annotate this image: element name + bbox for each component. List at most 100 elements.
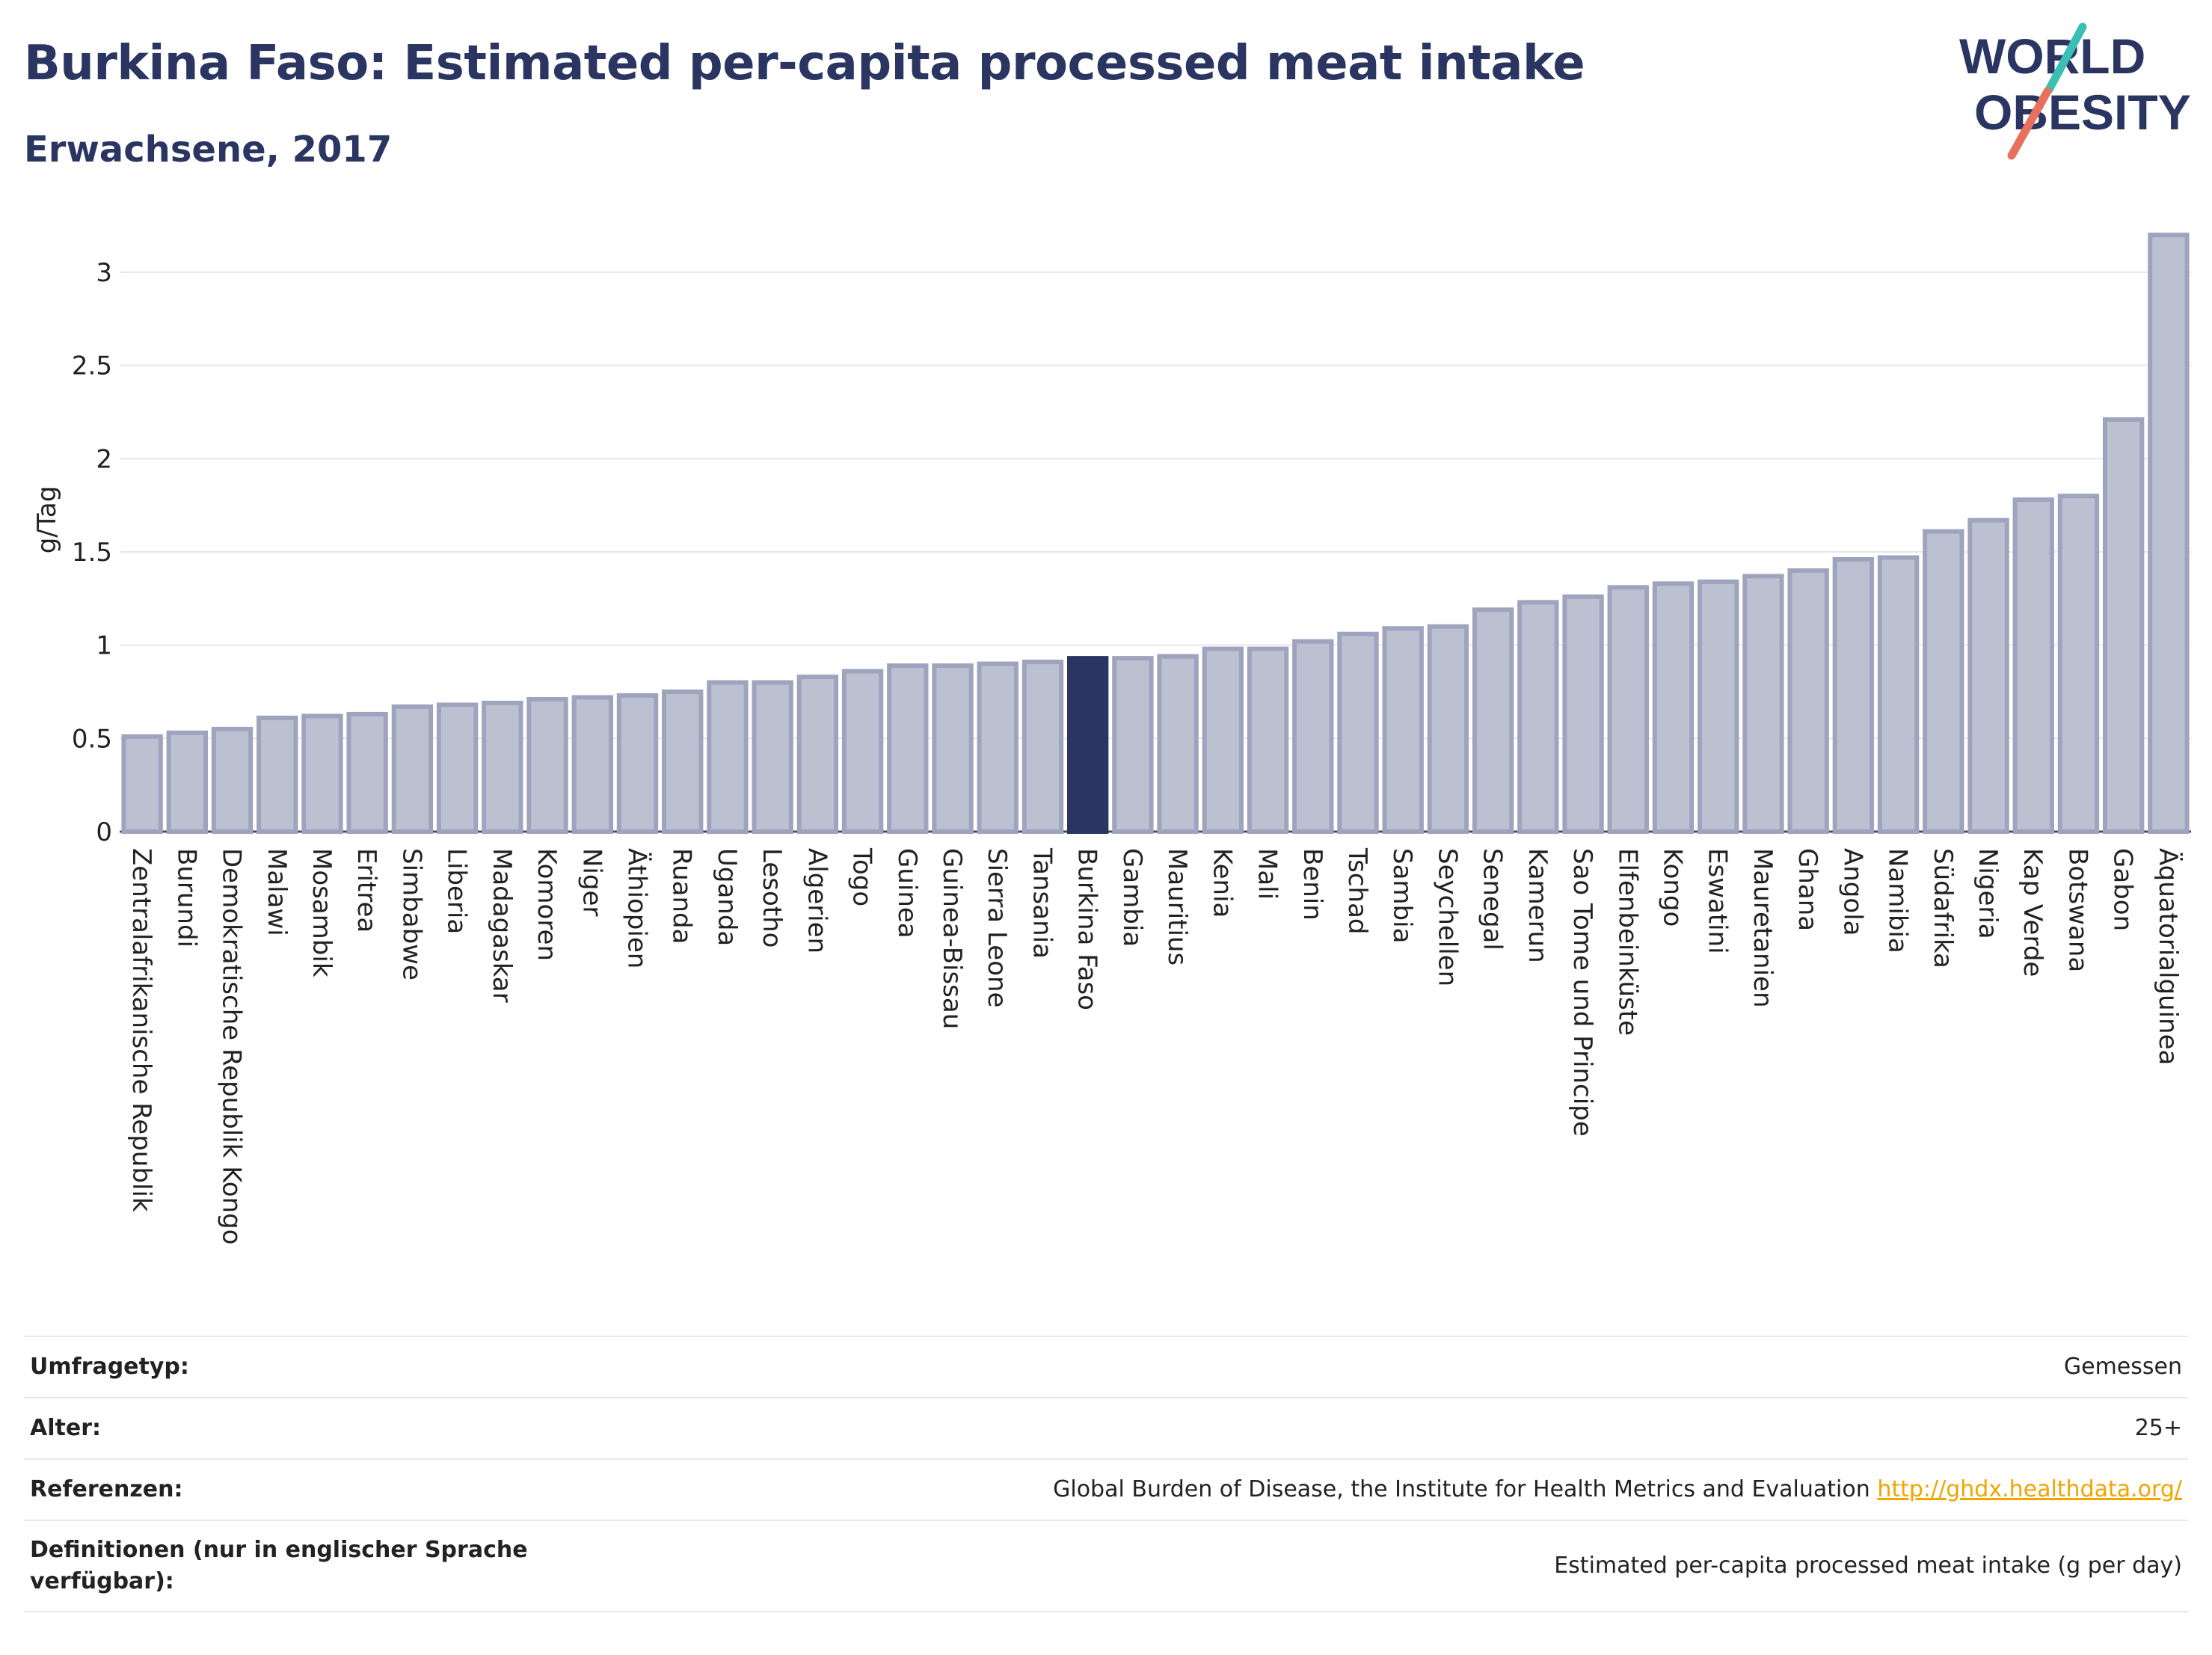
bar <box>1247 646 1289 834</box>
x-tick-label: Malawi <box>262 848 292 936</box>
x-tick-label: Zentralafrikanische Republik <box>126 848 156 1212</box>
logo-text-world: WORLD <box>1959 28 2145 84</box>
bar <box>1382 626 1424 835</box>
logo-slash-bottom <box>2007 87 2052 160</box>
bar-chart: 0 0.5 1 1.5 2 2.5 3 Zentralafrikanische Republ… <box>32 233 2191 1244</box>
x-tick-label: Seychellen <box>1432 848 1462 986</box>
x-tick-label: Simbabwe <box>396 848 426 980</box>
x-tick-label: Mali <box>1253 848 1282 900</box>
bar <box>346 711 388 834</box>
bar <box>1787 568 1829 835</box>
x-tick-label: Senegal <box>1478 848 1508 951</box>
bar <box>301 713 343 834</box>
bar <box>1517 600 1559 834</box>
bar <box>1337 631 1379 834</box>
bar <box>1427 624 1469 834</box>
x-tick-label: Kongo <box>1658 848 1688 927</box>
y-axis-ticks: 0 0.5 1 1.5 2 2.5 3 <box>72 258 112 847</box>
x-tick-label: Madagaskar <box>487 848 517 1003</box>
bar <box>662 690 704 834</box>
x-tick-label: Tschad <box>1342 847 1372 935</box>
x-tick-label: Mauritius <box>1162 848 1192 965</box>
x-tick-label: Botswana <box>2062 848 2092 972</box>
x-tick-label: Äquatorialguinea <box>2153 848 2183 1065</box>
meta-row-age: Alter: 25+ <box>24 1397 2188 1458</box>
chart-title: Burkina Faso: Estimated per-capita proce… <box>24 36 1585 91</box>
chart-subtitle: Erwachsene, 2017 <box>24 129 393 171</box>
bar <box>1562 594 1604 835</box>
x-tick-label: Burkina Faso <box>1072 848 1102 1010</box>
x-tick-label: Guinea <box>892 848 922 939</box>
logo-slash-top <box>2044 22 2087 94</box>
meta-label: Alter: <box>30 1415 101 1441</box>
x-tick-label: Benin <box>1297 848 1327 921</box>
meta-row-survey-type: Umfragetyp: Gemessen <box>24 1336 2188 1397</box>
bar <box>436 702 479 834</box>
x-tick-label: Ruanda <box>667 848 697 944</box>
x-tick-label: Guinea-Bissau <box>937 848 967 1029</box>
bar <box>166 730 209 834</box>
bar <box>1157 654 1199 834</box>
bar <box>1652 581 1695 834</box>
meta-value: 25+ <box>2134 1415 2182 1441</box>
meta-value: Global Burden of Disease, the Institute … <box>1053 1474 2182 1505</box>
bar <box>796 675 839 835</box>
bar <box>616 693 659 835</box>
meta-value: Estimated per-capita processed meat inta… <box>1554 1553 2182 1579</box>
bar <box>391 704 434 834</box>
x-tick-label: Liberia <box>442 848 472 934</box>
y-tick-label: 1 <box>96 631 112 661</box>
x-tick-label: Burundi <box>171 848 201 948</box>
bar <box>1832 556 1875 834</box>
x-tick-label: Äthiopien <box>622 848 652 968</box>
bar <box>752 680 793 834</box>
meta-label: Umfragetyp: <box>30 1354 189 1380</box>
bar <box>482 700 523 835</box>
reference-link[interactable]: http://ghdx.healthdata.org/ <box>1877 1476 2182 1502</box>
x-tick-label: Namibia <box>1883 848 1913 954</box>
bar <box>526 696 568 834</box>
x-tick-label: Algerien <box>802 848 832 954</box>
bar <box>1698 579 1739 834</box>
x-tick-label: Sierra Leone <box>982 848 1012 1007</box>
bar <box>932 663 974 834</box>
meta-row-definitions: Definitionen (nur in englischer Sprache … <box>24 1520 2188 1612</box>
meta-label: Referenzen: <box>30 1476 183 1502</box>
x-tick-label: Südafrika <box>1928 848 1958 968</box>
x-tick-label: Eritrea <box>351 848 381 933</box>
meta-row-references: Referenzen: Global Burden of Disease, th… <box>24 1458 2188 1520</box>
x-tick-label: Ghana <box>1792 848 1822 931</box>
bar <box>571 695 613 834</box>
bar <box>1742 574 1784 834</box>
x-tick-label: Mosambik <box>307 848 337 977</box>
x-tick-label: Kamerun <box>1523 848 1552 963</box>
bars <box>121 233 2190 835</box>
bar <box>256 715 298 835</box>
world-obesity-logo: WORLD OBESITY <box>1959 22 2191 160</box>
x-tick-label: Nigeria <box>1973 848 2003 939</box>
bar <box>1112 656 1154 834</box>
bar <box>977 661 1019 834</box>
x-tick-label: Kenia <box>1207 848 1237 918</box>
bar-highlighted <box>1066 656 1109 834</box>
x-tick-label: Elfenbeinküste <box>1612 848 1642 1036</box>
bar <box>2057 494 2100 834</box>
meta-label: Definitionen (nur in englischer Sprache … <box>30 1537 528 1594</box>
x-tick-label: Mauretanien <box>1748 848 1778 1008</box>
bar <box>841 669 884 834</box>
y-tick-label: 0 <box>96 817 112 847</box>
x-tick-label: Komoren <box>532 848 562 961</box>
bar <box>887 663 929 834</box>
x-tick-label: Kap Verde <box>2018 848 2047 977</box>
y-tick-label: 1.5 <box>72 538 112 568</box>
y-axis-label: g/Tag <box>32 486 62 554</box>
bar <box>1021 660 1064 835</box>
x-tick-label: Tansania <box>1027 847 1057 959</box>
x-tick-label: Niger <box>577 848 606 916</box>
y-tick-label: 2 <box>96 444 112 474</box>
x-tick-label: Demokratische Republik Kongo <box>217 848 247 1244</box>
bar <box>2148 233 2190 834</box>
bar <box>707 680 749 834</box>
bar <box>1967 518 2009 834</box>
logo-text-obesity: OBESITY <box>1974 85 2191 140</box>
